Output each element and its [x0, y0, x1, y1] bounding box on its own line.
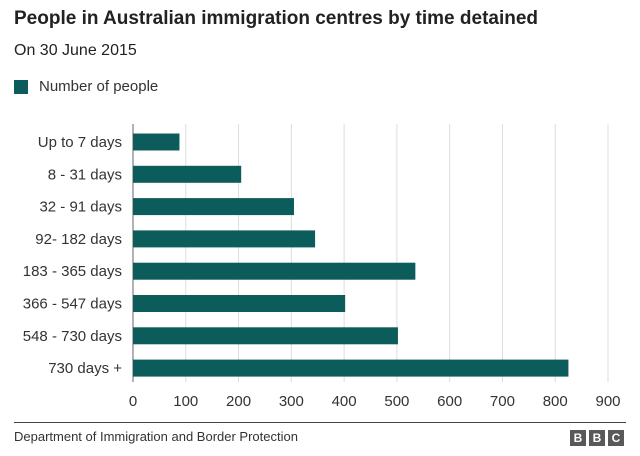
x-tick-label: 100: [173, 393, 198, 410]
category-label: 32 - 91 days: [39, 199, 122, 216]
x-tick-label: 600: [437, 393, 462, 410]
bar: [133, 295, 346, 312]
logo-letter: B: [589, 430, 605, 446]
x-tick-label: 900: [595, 393, 620, 410]
logo-letter: B: [570, 430, 586, 446]
category-label: 8 - 31 days: [48, 166, 122, 183]
bar: [133, 198, 294, 216]
bar: [133, 133, 180, 151]
bar-chart: 0 100 200 300 400 500 600 700 800 900 Up to 7 days…: [23, 124, 621, 410]
category-label: 366 - 547 days: [23, 296, 122, 313]
category-label: 183 - 365 days: [23, 263, 122, 280]
x-tick-label: 700: [490, 393, 515, 410]
chart-subtitle: On 30 June 2015: [14, 42, 137, 59]
bbc-logo: B B C: [567, 430, 624, 446]
category-label: 92- 182 days: [35, 231, 122, 248]
x-tick-label: 800: [543, 393, 568, 410]
x-tick-label: 500: [384, 393, 409, 410]
footer-divider: [14, 422, 626, 423]
source-note: Department of Immigration and Border Pro…: [14, 429, 298, 444]
bar: [133, 359, 569, 377]
chart-title: People in Australian immigration centres…: [14, 8, 539, 29]
category-label: Up to 7 days: [38, 134, 122, 151]
bar: [133, 327, 398, 345]
legend-label: Number of people: [39, 78, 159, 95]
x-tick-label: 200: [226, 393, 251, 410]
x-tick-label: 400: [332, 393, 357, 410]
bar: [133, 165, 242, 183]
legend-swatch: [14, 79, 28, 94]
category-label: 730 days +: [48, 360, 122, 377]
x-tick-label: 300: [279, 393, 304, 410]
bar: [133, 262, 416, 280]
x-tick-label: 0: [129, 393, 137, 410]
category-label: 548 - 730 days: [23, 328, 122, 345]
bar: [133, 230, 316, 248]
legend: Number of people: [14, 78, 158, 95]
logo-letter: C: [608, 430, 624, 446]
